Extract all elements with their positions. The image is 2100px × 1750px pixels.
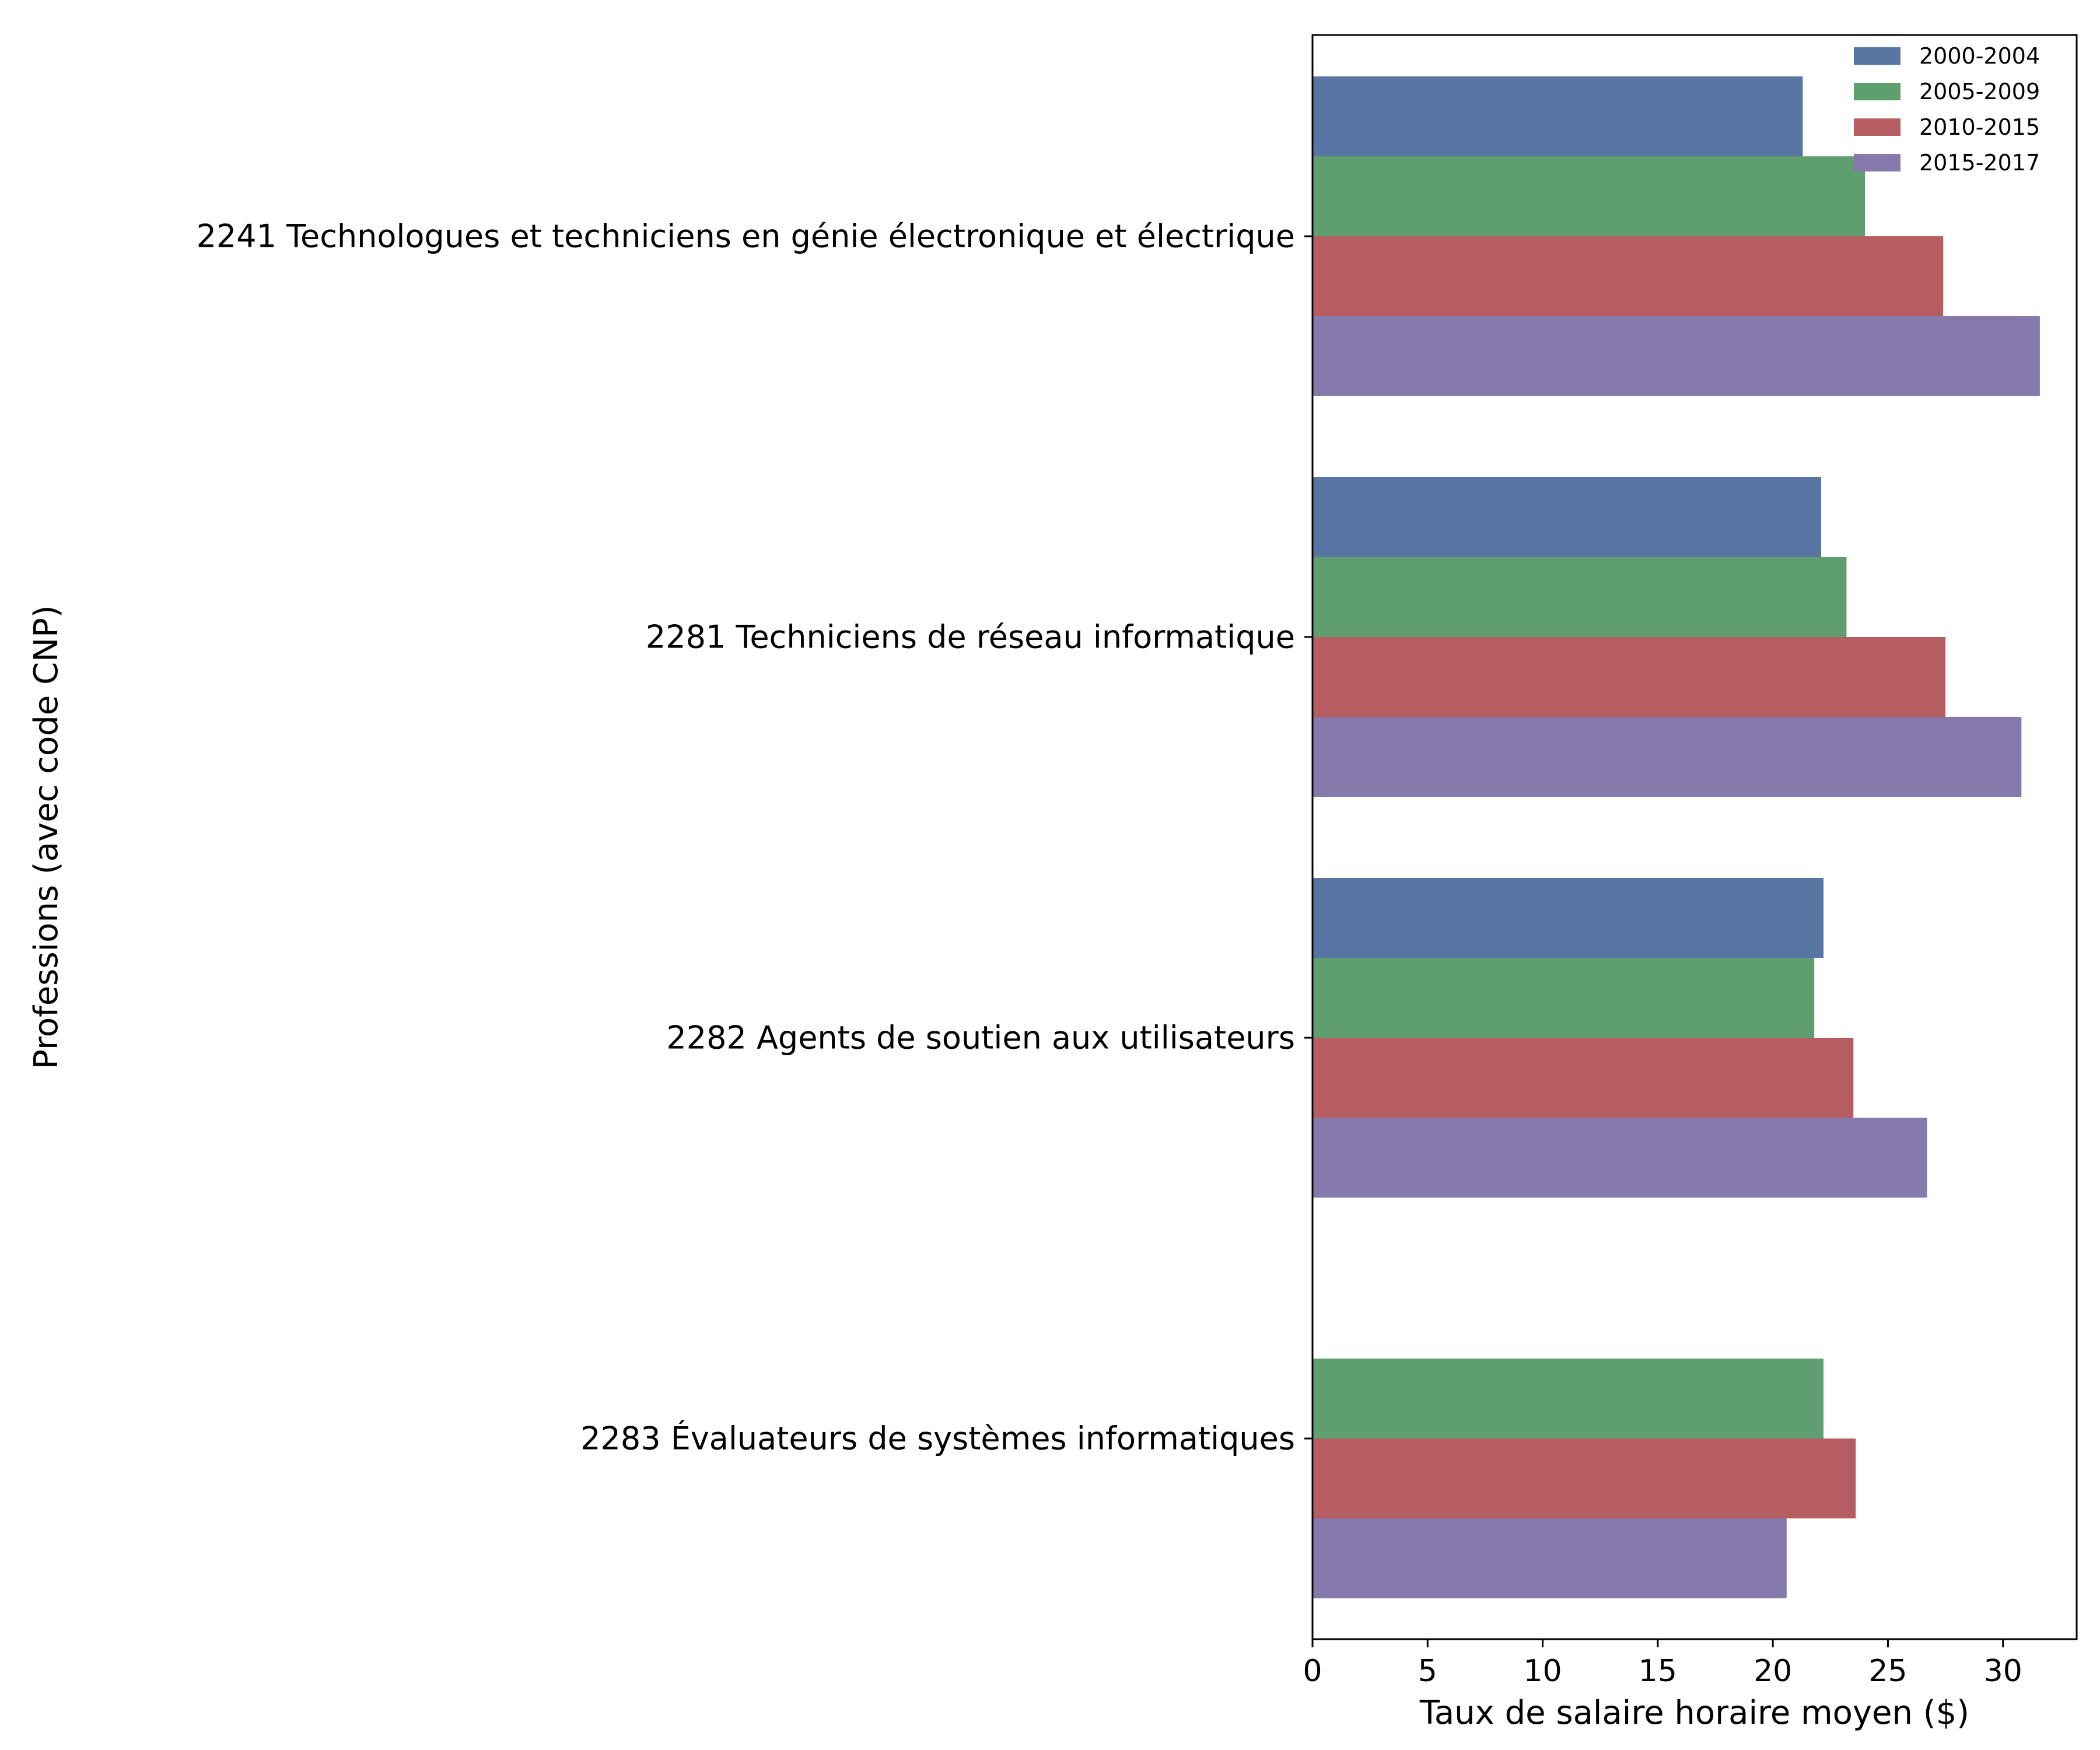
y-axis-title: Professions (avec code CNP) [27,605,65,1069]
bar-2015-2017-cat-2 [1312,1118,1927,1198]
bar-2000-2004-cat-0 [1312,76,1803,156]
bar-2010-2015-cat-1 [1312,637,1946,717]
x-tick-label: 5 [1418,1654,1437,1689]
legend: 2000-2004 2005-2009 2010-2015 2015-2017 [1854,43,2040,176]
bar-2005-2009-cat-1 [1312,557,1847,637]
legend-swatch-2010-2015 [1854,118,1901,136]
bar-2010-2015-cat-0 [1312,236,1944,316]
x-axis-title: Taux de salaire horaire moyen ($) [1419,1694,1969,1732]
x-tick-label: 25 [1868,1654,1907,1689]
legend-swatch-2000-2004 [1854,47,1901,65]
legend-label: 2005-2009 [1919,79,2040,104]
bar-2015-2017-cat-3 [1312,1518,1787,1598]
x-tick-label: 10 [1523,1654,1562,1689]
legend-label: 2000-2004 [1919,43,2040,69]
bar-2005-2009-cat-3 [1312,1359,1824,1438]
category-label: 2281 Techniciens de réseau informatique [646,619,1295,656]
legend-label: 2010-2015 [1919,114,2040,140]
x-tick-label: 30 [1984,1654,2022,1689]
bar-2005-2009-cat-2 [1312,958,1815,1038]
bar-2015-2017-cat-0 [1312,316,2040,396]
bars-layer [1312,76,2040,1598]
bar-2000-2004-cat-1 [1312,477,1822,557]
legend-swatch-2005-2009 [1854,83,1901,100]
legend-swatch-2015-2017 [1854,154,1901,172]
bar-2005-2009-cat-0 [1312,156,1865,236]
bar-2015-2017-cat-1 [1312,717,2022,797]
axes-frame [1311,34,2078,1640]
legend-label: 2015-2017 [1919,150,2040,176]
x-axis-ticks: 0 5 10 15 20 25 30 [1303,1639,2022,1689]
bar-2000-2004-cat-2 [1312,878,1824,958]
category-label: 2283 Évaluateurs de systèmes informatiqu… [580,1420,1295,1457]
category-label: 2241 Technologues et techniciens en géni… [197,218,1295,255]
bar-2010-2015-cat-3 [1312,1438,1856,1518]
category-labels: 2241 Technologues et techniciens en géni… [197,218,1312,1457]
bar-2010-2015-cat-2 [1312,1038,1854,1118]
category-label: 2282 Agents de soutien aux utilisateurs [666,1020,1295,1056]
x-tick-label: 0 [1303,1654,1322,1689]
x-tick-label: 15 [1639,1654,1677,1689]
x-tick-label: 20 [1754,1654,1792,1689]
